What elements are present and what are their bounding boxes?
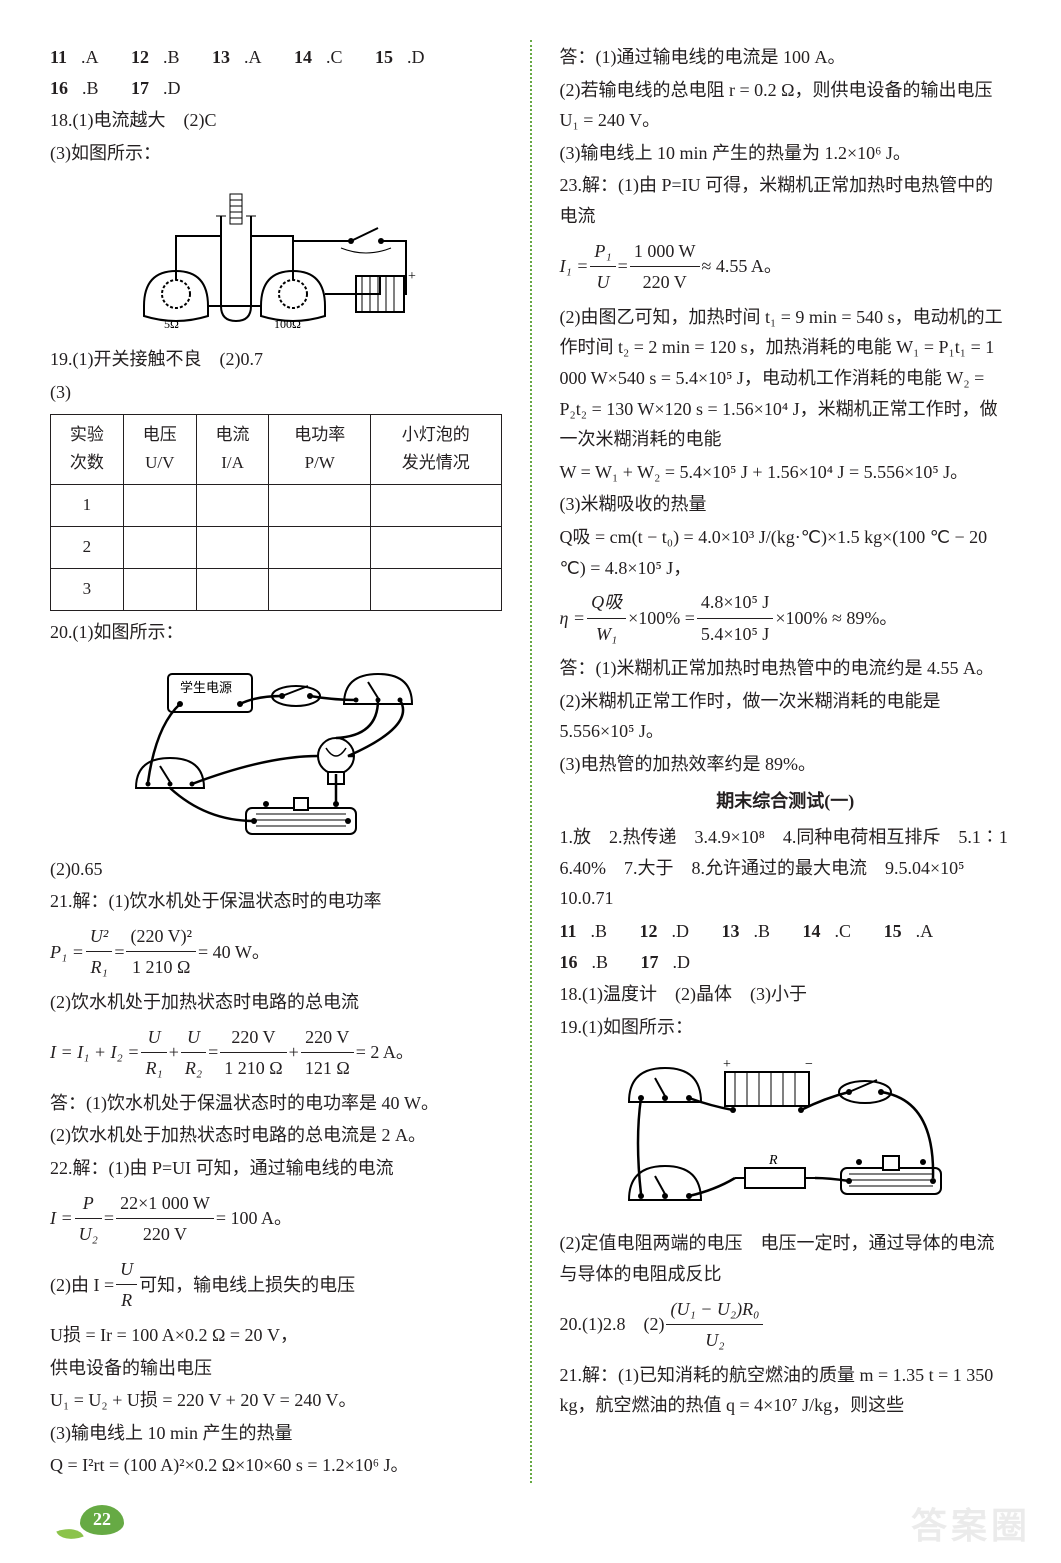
figure-circuit-2: 学生电源 (50, 656, 502, 846)
svg-text:R: R (768, 1153, 778, 1168)
q20-2: (2)0.65 (50, 854, 502, 885)
q20b: 20.(1)2.8 (2) (U₁ − U₂)R₀U₂ (560, 1294, 1012, 1356)
fill-answers: 1.放 2.热传递 3.4.9×10⁸ 4.同种电荷相互排斥 5.1∶1 6.4… (560, 822, 1012, 914)
experiment-table: 实验 次数 电压 U/V 电流 I/A 电功率 P/W 小灯泡的 发光情况 1 … (50, 414, 502, 611)
q22-uloss: U损 = Ir = 100 A×0.2 Ω = 20 V， (50, 1320, 502, 1351)
q23-ans3: (3)电热管的加热效率约是 89%。 (560, 749, 1012, 780)
q21-ans2: (2)饮水机处于加热状态时电路的总电流是 2 A。 (50, 1120, 502, 1151)
column-divider (530, 40, 532, 1483)
q23-ans1: 答：(1)米糊机正常加热时电热管中的电流约是 4.55 A。 (560, 653, 1012, 684)
q20-1: 20.(1)如图所示： (50, 617, 502, 648)
left-column: 11.A 12.B 13.A 14.C 15.D 16.B 17.D 18.(1… (50, 40, 502, 1483)
watermark: 答案圈 (911, 1497, 1031, 1549)
q19-3: (3) (50, 377, 502, 408)
q18-1: 18.(1)电流越大 (2)C (50, 105, 502, 136)
svg-text:100Ω: 100Ω (274, 317, 301, 331)
q21-eq1: P₁ = U²R₁ = (220 V)²1 210 Ω = 40 W。 (50, 921, 502, 983)
q23-ans2: (2)米糊机正常工作时，做一次米糊消耗的电能是 5.556×10⁵ J。 (560, 686, 1012, 747)
svg-text:学生电源: 学生电源 (180, 680, 232, 695)
q23-eta: η = Q吸W₁ ×100% = 4.8×10⁵ J5.4×10⁵ J ×100… (560, 587, 1012, 649)
ans-2: (2)若输电线的总电阻 r = 0.2 Ω，则供电设备的输出电压 U₁ = 24… (560, 75, 1012, 136)
svg-text:+: + (408, 269, 416, 284)
q23-intro: 23.解：(1)由 P=IU 可得，米糊机正常加热时电热管中的电流 (560, 170, 1012, 231)
q23-qabs: Q吸 = cm(t − t₀) = 4.0×10³ J/(kg·℃)×1.5 k… (560, 522, 1012, 583)
q23-3: (3)米糊吸收的热量 (560, 489, 1012, 520)
q22-intro: 22.解：(1)由 P=UI 可知，通过输电线的电流 (50, 1153, 502, 1184)
figure-circuit-1: 5Ω 100Ω + (50, 176, 502, 336)
mc-answers-left: 11.A 12.B 13.A 14.C 15.D 16.B 17.D (50, 42, 502, 103)
ans-3: (3)输电线上 10 min 产生的热量为 1.2×10⁶ J。 (560, 138, 1012, 169)
q22-u1: U₁ = U₂ + U损 = 220 V + 20 V = 240 V。 (50, 1385, 502, 1416)
q21-eq2: I = I₁ + I₂ = UR₁ + UR₂ = 220 V1 210 Ω +… (50, 1022, 502, 1084)
figure-circuit-3: + − R (560, 1050, 1012, 1220)
q23-w: W = W₁ + W₂ = 5.4×10⁵ J + 1.56×10⁴ J = 5… (560, 457, 1012, 488)
q21b: 21.解：(1)已知消耗的航空燃油的质量 m = 1.35 t = 1 350 … (560, 1360, 1012, 1421)
q22-q: Q = I²rt = (100 A)²×0.2 Ω×10×60 s = 1.2×… (50, 1450, 502, 1481)
svg-text:−: − (805, 1057, 813, 1072)
q23-eq1: I₁ = P₁U = 1 000 W220 V ≈ 4.55 A。 (560, 236, 1012, 298)
q22-eq1: I = PU₂ = 22×1 000 W220 V = 100 A。 (50, 1188, 502, 1250)
q19b-2: (2)定值电阻两端的电压 电压一定时，通过导体的电流与导体的电阻成反比 (560, 1228, 1012, 1289)
svg-text:+: + (723, 1057, 731, 1072)
q21-intro: 21.解：(1)饮水机处于保温状态时的电功率 (50, 886, 502, 917)
mc-answers-right: 11.B 12.D 13.B 14.C 15.A 16.B 17.D (560, 916, 1012, 977)
svg-text:5Ω: 5Ω (164, 317, 179, 331)
q18-3: (3)如图所示： (50, 138, 502, 169)
section-title: 期末综合测试(一) (560, 786, 1012, 817)
page-number: 22 (80, 1505, 124, 1535)
q19-1: 19.(1)开关接触不良 (2)0.7 (50, 344, 502, 375)
q22-2: (2)由 I = UR 可知，输电线上损失的电压 (50, 1254, 502, 1316)
q23-2: (2)由图乙可知，加热时间 t₁ = 9 min = 540 s，电动机的工作时… (560, 302, 1012, 455)
q22-supply: 供电设备的输出电压 (50, 1353, 502, 1384)
q19b: 19.(1)如图所示： (560, 1012, 1012, 1043)
ans-1: 答：(1)通过输电线的电流是 100 A。 (560, 42, 1012, 73)
leaf-icon (56, 1523, 83, 1544)
right-column: 答：(1)通过输电线的电流是 100 A。 (2)若输电线的总电阻 r = 0.… (560, 40, 1012, 1483)
q22-3: (3)输电线上 10 min 产生的热量 (50, 1418, 502, 1449)
q18b: 18.(1)温度计 (2)晶体 (3)小于 (560, 979, 1012, 1010)
q21-ans1: 答：(1)饮水机处于保温状态时的电功率是 40 W。 (50, 1088, 502, 1119)
q21-2: (2)饮水机处于加热状态时电路的总电流 (50, 987, 502, 1018)
